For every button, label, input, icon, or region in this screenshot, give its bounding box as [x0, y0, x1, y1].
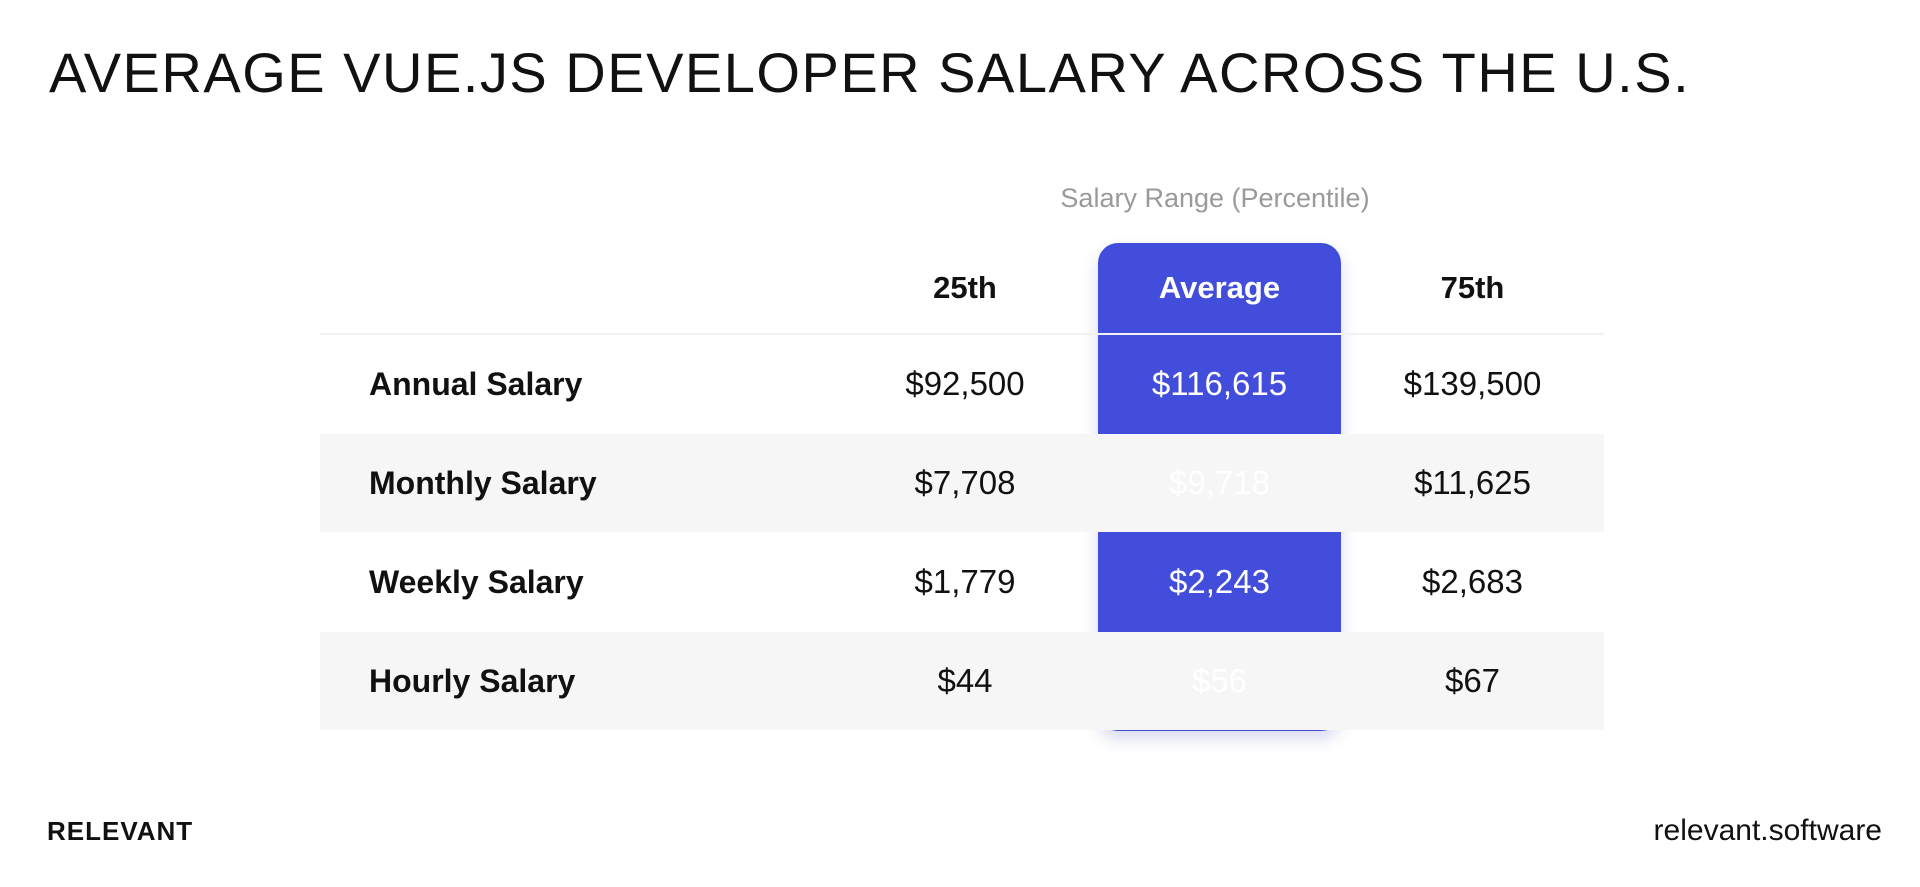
table-row-monthly: Monthly Salary $7,708 $9,718 $11,625 — [320, 434, 1604, 532]
cell-75th: $11,625 — [1414, 464, 1531, 501]
row-label: Hourly Salary — [369, 662, 576, 699]
row-label: Weekly Salary — [369, 563, 584, 600]
salary-table: 25th Average 75th Annual Salary $92,500 … — [320, 243, 1604, 733]
header-25th: 25th — [933, 270, 997, 305]
relevant-logo: RELEVANT — [47, 816, 194, 846]
cell-average: $2,243 — [1169, 563, 1270, 600]
cell-25th: $44 — [937, 662, 993, 699]
cell-average: $9,718 — [1169, 464, 1270, 501]
cell-average: $56 — [1191, 662, 1248, 699]
row-label: Annual Salary — [369, 365, 583, 402]
table-row-annual: Annual Salary $92,500 $116,615 $139,500 — [320, 335, 1604, 433]
row-label: Monthly Salary — [369, 464, 597, 501]
header-75th: 75th — [1440, 270, 1505, 305]
cell-25th: $7,708 — [914, 464, 1016, 501]
table-row-weekly: Weekly Salary $1,779 $2,243 $2,683 — [320, 533, 1604, 631]
cell-25th: $1,779 — [914, 563, 1016, 600]
header-average: Average — [1158, 270, 1281, 305]
cell-average: $116,615 — [1151, 365, 1288, 402]
salary-range-label: Salary Range (Percentile) — [1060, 183, 1370, 213]
table-header: 25th Average 75th — [320, 243, 1604, 335]
cell-75th: $2,683 — [1422, 563, 1523, 600]
footer-url: relevant.software — [1653, 814, 1882, 847]
cell-75th: $67 — [1444, 662, 1501, 699]
cell-25th: $92,500 — [905, 365, 1025, 402]
page-title: AVERAGE VUE.JS DEVELOPER SALARY ACROSS T… — [49, 41, 1691, 104]
cell-75th: $139,500 — [1403, 365, 1542, 402]
table-row-hourly: Hourly Salary $44 $56 $67 — [320, 632, 1604, 730]
